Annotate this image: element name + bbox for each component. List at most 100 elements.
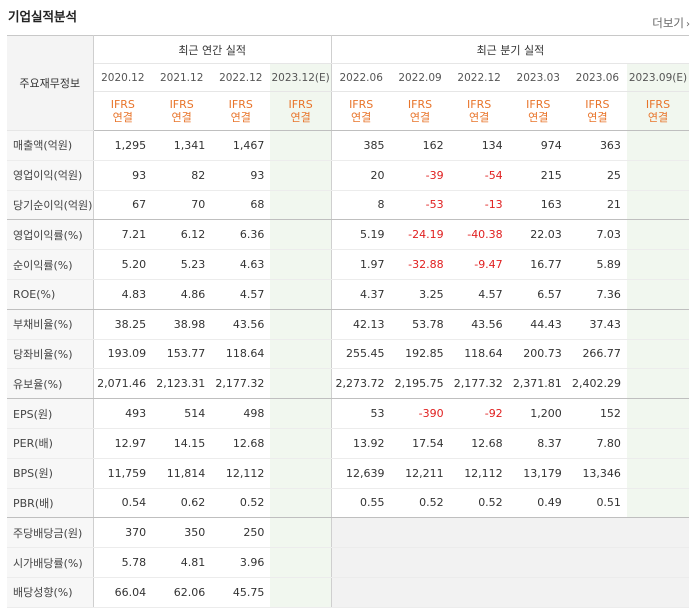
table-cell: 3.96	[211, 547, 271, 578]
table-cell	[270, 368, 332, 400]
ifrs-top: IFRS	[467, 98, 492, 111]
table-cell: 21	[567, 190, 627, 221]
ifrs-bottom: 연결	[290, 111, 311, 124]
table-cell	[567, 547, 627, 578]
table-cell	[626, 130, 689, 161]
row-label: 영업이익률(%)	[7, 219, 94, 251]
table-cell: 2,177.32	[211, 368, 271, 400]
table-cell: -390	[390, 398, 450, 429]
table-cell: 162	[390, 130, 450, 161]
table-cell	[508, 577, 568, 608]
table-row: 영업이익(억원) 93 82 93 20 -39 -54 215 25	[7, 160, 689, 191]
table-row: 부채비율(%) 38.25 38.98 43.56 42.13 53.78 43.56 44.…	[7, 309, 689, 340]
table-cell: 4.57	[449, 279, 509, 310]
table-cell: 1,341	[152, 130, 212, 161]
ifrs-bottom: 연결	[647, 111, 669, 124]
ifrs-label: IFRS 연결	[152, 91, 212, 131]
row-label: EPS(원)	[7, 398, 94, 429]
table-cell: 215	[508, 160, 568, 191]
period-header: 2020.12	[93, 63, 153, 92]
row-label: PER(배)	[7, 428, 94, 459]
ifrs-label: IFRS 연결	[270, 91, 332, 131]
table-cell: 11,759	[93, 458, 153, 489]
table-cell	[270, 458, 332, 489]
table-cell	[626, 458, 689, 489]
table-cell: 5.78	[93, 547, 153, 578]
table-cell: 11,814	[152, 458, 212, 489]
table-cell: 16.77	[508, 249, 568, 280]
period-header: 2022.12	[211, 63, 271, 92]
table-cell: -53	[390, 190, 450, 221]
row-label: 당좌비율(%)	[7, 339, 94, 370]
table-cell	[626, 517, 689, 549]
table-cell: 12.68	[449, 428, 509, 459]
table-cell: 4.63	[211, 249, 271, 280]
table-cell: 2,123.31	[152, 368, 212, 400]
row-label: 부채비율(%)	[7, 309, 94, 340]
table-cell: 0.52	[449, 488, 509, 519]
ifrs-top: IFRS	[169, 98, 194, 111]
period-header: 2023.09(E)	[626, 63, 689, 92]
more-link[interactable]: 더보기 ›	[652, 15, 690, 31]
table-cell: 43.56	[211, 309, 271, 340]
ifrs-bottom: 연결	[112, 111, 133, 124]
table-cell: -39	[390, 160, 450, 191]
table-cell: 163	[508, 190, 568, 221]
table-cell: 4.81	[152, 547, 212, 578]
table-cell	[626, 339, 689, 370]
table-cell	[390, 517, 450, 549]
table-cell: 5.20	[93, 249, 153, 280]
table-cell: 22.03	[508, 219, 568, 251]
table-row: 주당배당금(원) 370 350 250	[7, 517, 689, 549]
period-header: 2023.06	[567, 63, 627, 92]
table-cell: 8	[331, 190, 391, 221]
table-cell	[270, 398, 332, 429]
table-cell	[331, 517, 391, 549]
table-cell: 38.25	[93, 309, 153, 340]
table-cell	[331, 547, 391, 578]
table-cell: -54	[449, 160, 509, 191]
group-header-quarter: 최근 분기 실적	[331, 35, 689, 64]
table-cell	[626, 368, 689, 400]
table-cell: 12,112	[211, 458, 271, 489]
table-cell: 200.73	[508, 339, 568, 370]
table-cell: 7.36	[567, 279, 627, 310]
ifrs-bottom: 연결	[230, 111, 251, 124]
table-cell: 118.64	[449, 339, 509, 370]
ifrs-top: IFRS	[585, 98, 610, 111]
table-cell: 493	[93, 398, 153, 429]
table-label-header: 주요재무정보	[7, 35, 94, 131]
ifrs-bottom: 연결	[469, 111, 490, 124]
table-cell: 20	[331, 160, 391, 191]
table-row: PER(배) 12.97 14.15 12.68 13.92 17.54 12.68 8.37…	[7, 428, 689, 459]
table-row: 순이익률(%) 5.20 5.23 4.63 1.97 -32.88 -9.47 16.77 5…	[7, 249, 689, 280]
section-title: 기업실적분석	[8, 9, 78, 24]
period-header: 2023.03	[508, 63, 568, 92]
table-cell: 4.83	[93, 279, 153, 310]
table-cell: 4.86	[152, 279, 212, 310]
row-label: 유보율(%)	[7, 368, 94, 400]
table-cell: 12.97	[93, 428, 153, 459]
table-cell: 350	[152, 517, 212, 549]
table-cell: 5.23	[152, 249, 212, 280]
table-cell: 68	[211, 190, 271, 221]
table-cell: 13.92	[331, 428, 391, 459]
table-cell: 2,195.75	[390, 368, 450, 400]
table-cell	[270, 160, 332, 191]
ifrs-top: IFRS	[228, 98, 253, 111]
table-cell: 12,211	[390, 458, 450, 489]
table-cell	[626, 279, 689, 310]
table-cell	[508, 517, 568, 549]
table-cell	[626, 488, 689, 519]
table-cell: 53.78	[390, 309, 450, 340]
table-cell: 14.15	[152, 428, 212, 459]
table-cell: 385	[331, 130, 391, 161]
table-cell: 2,371.81	[508, 368, 568, 400]
table-cell: -13	[449, 190, 509, 221]
table-cell: 7.03	[567, 219, 627, 251]
table-cell: 0.51	[567, 488, 627, 519]
ifrs-top: IFRS	[288, 98, 313, 111]
table-cell: 93	[93, 160, 153, 191]
row-label: BPS(원)	[7, 458, 94, 489]
table-cell: 152	[567, 398, 627, 429]
